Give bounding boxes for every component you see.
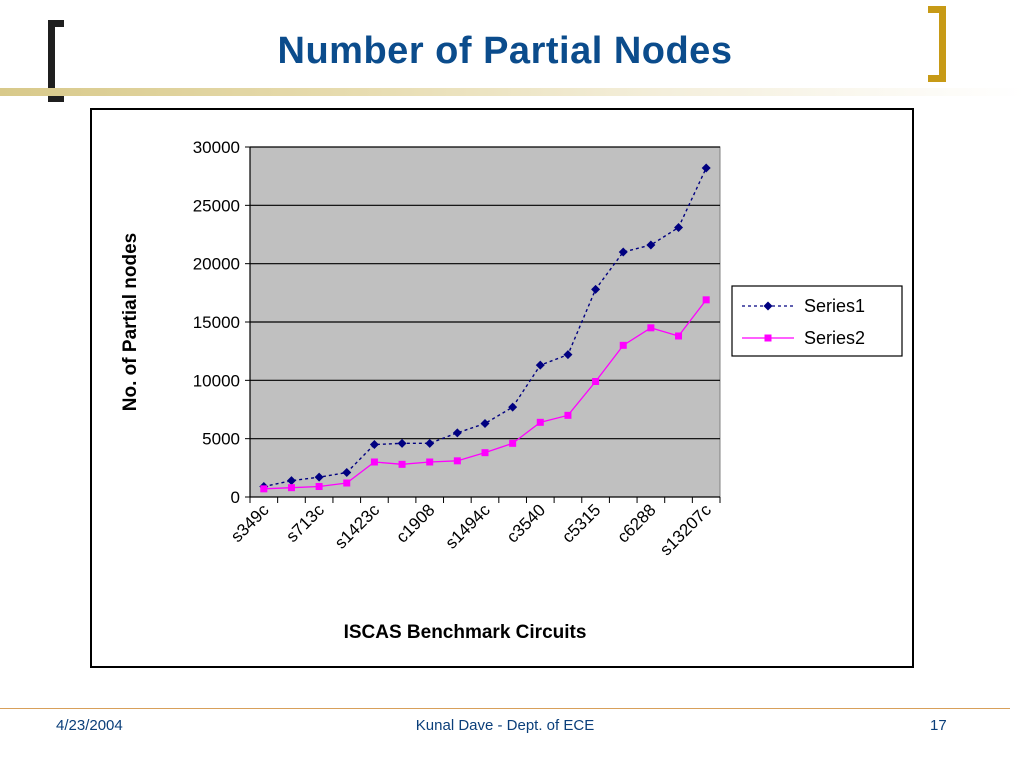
- x-tick-label: s13207c: [656, 500, 715, 559]
- x-tick-label: c5315: [558, 500, 604, 546]
- series1-point: [286, 476, 296, 486]
- x-axis-title: ISCAS Benchmark Circuits: [344, 622, 587, 643]
- series1-point: [480, 419, 490, 428]
- series1-point: [508, 402, 518, 412]
- series2-point: [647, 324, 655, 332]
- series2-point: [536, 418, 544, 426]
- y-tick-label: 10000: [193, 371, 240, 390]
- y-tick-label: 15000: [193, 313, 240, 332]
- series-line-1: [263, 167, 707, 488]
- series1-point: [452, 428, 462, 438]
- series2-point: [370, 458, 378, 466]
- series1-point: [563, 350, 573, 360]
- series2-point: [343, 479, 351, 487]
- series2-point: [564, 411, 572, 419]
- series2-point: [675, 332, 683, 340]
- y-axis-title: No. of Partial nodes: [120, 233, 141, 411]
- slide-title: Number of Partial Nodes: [277, 30, 733, 72]
- right-bracket-decoration: [928, 6, 946, 82]
- series2-point: [481, 449, 489, 457]
- x-tick-label: s1423c: [331, 500, 384, 553]
- legend-label: Series2: [804, 328, 865, 348]
- series1-point: [342, 468, 352, 477]
- series2-point: [509, 439, 517, 447]
- x-tick-label: s713c: [282, 500, 328, 546]
- series2-point: [426, 458, 434, 466]
- series2-point: [702, 296, 710, 304]
- legend-box: [731, 285, 903, 357]
- series2-point: [287, 484, 295, 492]
- y-tick-label: 25000: [193, 196, 240, 215]
- series2-point: [315, 483, 323, 490]
- series1-point: [425, 438, 435, 448]
- x-tick-label: s1494c: [442, 500, 495, 553]
- legend-marker-1: [763, 301, 773, 311]
- page-number: 17: [930, 717, 947, 734]
- y-tick-label: 30000: [193, 138, 240, 157]
- series1-point: [535, 360, 545, 370]
- y-tick-label: 5000: [202, 430, 240, 449]
- series2-point: [260, 485, 268, 493]
- footer-author: Kunal Dave - Dept. of ECE: [415, 717, 595, 734]
- series1-point: [701, 163, 711, 173]
- y-tick-label: 20000: [193, 255, 240, 274]
- y-tick-label: 0: [231, 488, 240, 507]
- chart-frame: 0 5000 10000 15000 20000 25000 30000 s349c s713c…: [90, 108, 914, 668]
- series1-point: [397, 438, 407, 448]
- series1-point: [646, 240, 656, 250]
- left-bracket-decoration: [48, 20, 64, 102]
- footer-date: 4/23/2004: [56, 717, 123, 734]
- footer-divider: [0, 708, 1010, 709]
- series2-point: [619, 341, 627, 349]
- series1-point: [591, 284, 601, 294]
- series2-point: [398, 460, 406, 468]
- series2-point: [453, 457, 461, 465]
- x-tick-label: c1908: [392, 500, 438, 546]
- series1-point: [369, 440, 379, 449]
- legend-label: Series1: [804, 296, 865, 316]
- x-tick-label: c6288: [614, 500, 660, 546]
- series1-point: [618, 247, 628, 257]
- title-underline-bar: [0, 88, 1024, 96]
- legend-marker-2: [764, 334, 772, 342]
- x-tick-label: c3540: [503, 500, 549, 546]
- series1-point: [674, 223, 684, 232]
- series1-point: [314, 472, 324, 482]
- series2-point: [592, 378, 600, 385]
